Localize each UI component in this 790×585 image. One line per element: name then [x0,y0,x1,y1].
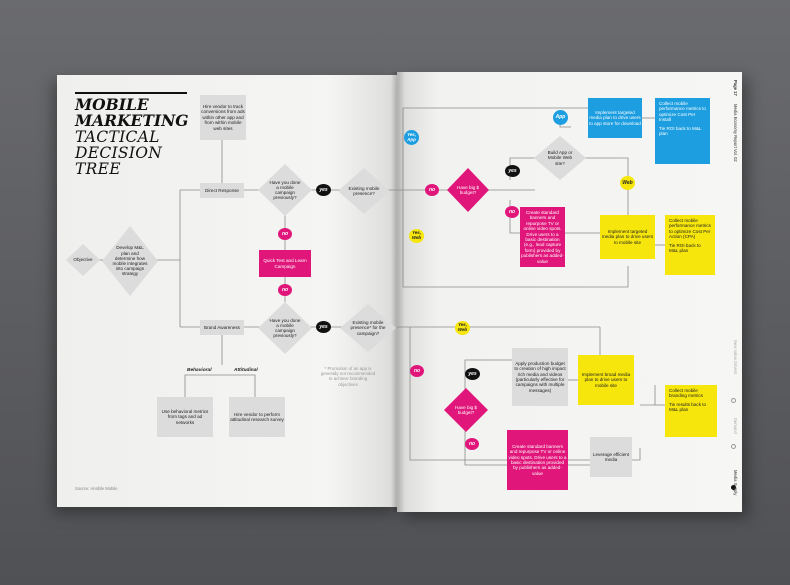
node-targeted-site: Implement targeted media plan to drive u… [600,215,655,259]
badge-yes-3: yes [505,165,520,177]
node-production-budget: Apply production budget to creation of h… [512,348,568,406]
badge-no-4: no [505,206,519,218]
footnote: * Promotion of an app is generally not r… [320,366,376,387]
branding-metrics-item-1: Collect mobile branding metrics [669,388,703,399]
node-presence-q1: Existing mobile presence? [338,168,390,214]
title-line-5: TREE [75,160,121,178]
node-brand-awareness: Brand Awareness [200,320,244,335]
node-direct-response: Direct Response [200,183,244,198]
node-build-app-q: Build App or Mobile Web site? [534,136,586,180]
nav-media-supply: Media Supply [733,470,738,496]
nav-demand: Demand [733,418,738,434]
node-campaign-q2-label: Have you done a mobile campaign previous… [269,317,301,339]
badge-yes-1: yes [316,184,331,196]
badge-no-5: no [410,365,424,377]
title-line-2: MARKETING [75,111,189,130]
node-attitudinal-vendor: Hire vendor to perform attitudinal resea… [229,397,285,437]
node-campaign-q1-label: Have you done a mobile campaign previous… [269,179,301,201]
title-line-3: TACTICAL [75,128,160,146]
title-line-4: DECISION [75,144,163,162]
badge-yes-web-1: Yes, Web [409,229,424,243]
app-metrics-item-2: Tie ROI back to M&L plan [659,125,702,137]
node-presence-q1-label: Existing mobile presence? [348,185,380,196]
node-develop-label: Develop M&L plan and determine how mobil… [112,245,148,277]
left-page [57,75,397,507]
node-standard-banners-1: Create standard banners and repurpose TV… [520,207,565,267]
badge-no-1: no [278,228,292,240]
branding-metrics-item-2: Tie results back to M&L plan [669,401,707,413]
header-report: Media Economy Report Vol. 02 [733,104,738,162]
node-campaign-q1: Have you done a mobile campaign previous… [258,164,312,216]
node-leverage-media: Leverage efficient media [590,437,632,477]
node-behavioral-metrics: Use behavioral metrics from tags and ad … [157,397,213,437]
site-metrics-item-2: Tie ROI back to M&L plan [669,242,701,254]
source-credit: Source: Ansible Mobile [75,486,118,491]
badge-yes-2: yes [316,321,331,333]
nav-dot-media-supply [731,485,736,490]
node-big-budget-2: Have big $ budget? [444,388,488,432]
app-metrics-item-1: Collect mobile performance metrics to op… [659,101,706,123]
node-branding-metrics: Collect mobile branding metrics Tie resu… [665,385,717,437]
node-quick-test: Quick Test and Learn Campaign [259,250,311,277]
badge-web: Web [620,176,635,190]
badge-no-6: no [465,438,479,450]
title-rule [75,92,187,94]
node-big-budget-1: Have big $ budget? [447,168,489,212]
page-title: MOBILE MARKETING TACTICAL DECISION TREE [75,95,215,178]
badge-yes-app: Yes, App [404,130,419,145]
badge-yes-web-2: Yes, Web [455,321,470,335]
node-presence-q2-label: Existing mobile presence* for the campai… [350,320,386,336]
node-build-app-q-label: Build App or Mobile Web site? [547,150,573,166]
node-develop: Develop M&L plan and determine how mobil… [102,226,158,296]
badge-yes-4: yes [465,368,480,380]
badge-app: App [553,110,568,125]
badge-no-3: no [425,184,439,196]
badge-no-2: no [278,284,292,296]
node-objective-label: Objective [73,257,93,263]
node-hire-vendor-track: Hire vendor to track conversions from ad… [200,95,246,140]
node-targeted-app: Implement targeted media plan to drive u… [588,98,642,138]
node-presence-q2: Existing mobile presence* for the campai… [340,304,396,352]
node-big-budget-2-label: Have big $ budget? [455,404,477,415]
node-big-budget-1-label: Have big $ budget? [457,184,479,195]
node-broad-media: Implement broad media plan to drive user… [578,355,634,405]
title-line-1: MOBILE [75,95,149,114]
node-objective: Objective [66,244,100,276]
node-app-metrics: Collect mobile performance metrics to op… [655,98,710,164]
site-metrics-item-1: Collect mobile performance metrics to op… [669,218,711,240]
label-attitudinal: Attitudinal [234,368,258,373]
header-page-number: Page 17 [733,80,738,96]
node-site-metrics: Collect mobile performance metrics to op… [665,215,715,275]
nav-dot-demand [731,444,736,449]
book-spine [391,72,405,512]
label-behavioral: Behavioral [187,368,212,373]
nav-new-value-drivers: New Value Drivers [733,340,738,375]
node-standard-banners-2: Create standard banners and repurpose TV… [507,430,568,490]
nav-dot-new-value-drivers [731,398,736,403]
node-campaign-q2: Have you done a mobile campaign previous… [258,302,312,354]
